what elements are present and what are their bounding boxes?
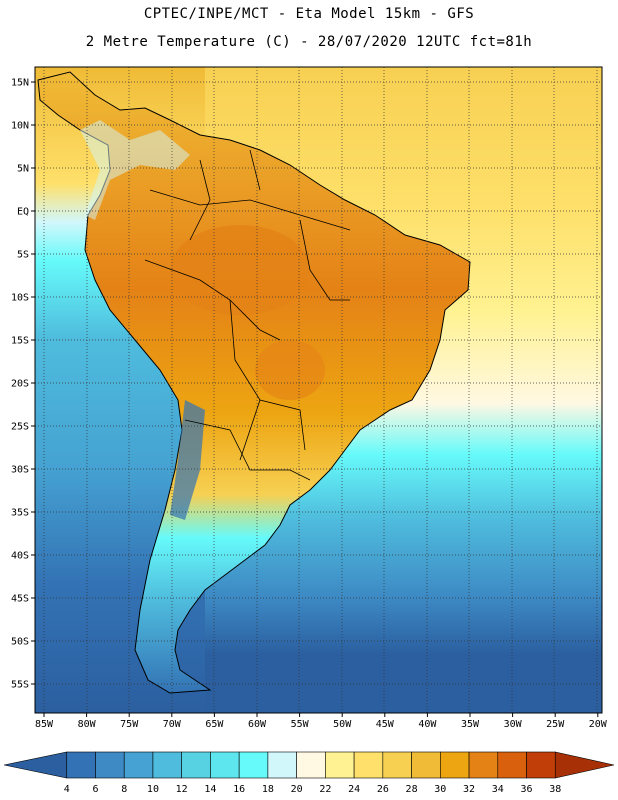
- lat-label: 50S: [11, 637, 29, 648]
- colorbar-swatch: [440, 751, 470, 779]
- lon-label: 65W: [205, 719, 224, 730]
- colorbar-label: 34: [492, 784, 504, 795]
- lon-label: 70W: [163, 719, 182, 730]
- lat-label: 40S: [11, 551, 29, 562]
- colorbar-swatch: [497, 751, 527, 779]
- lat-label: 35S: [11, 508, 29, 519]
- colorbar-swatch: [267, 751, 297, 779]
- colorbar-swatch: [325, 751, 355, 779]
- lat-label: 20S: [11, 379, 29, 390]
- colorbar-swatch: [296, 751, 326, 779]
- colorbar-label: 38: [549, 784, 561, 795]
- colorbar-label: 28: [406, 784, 418, 795]
- lat-label: 55S: [11, 680, 29, 691]
- map-title-line-1: CPTEC/INPE/MCT - Eta Model 15km - GFS: [143, 6, 475, 22]
- colorbar-label: 22: [319, 784, 331, 795]
- colorbar-swatch: [526, 751, 556, 779]
- lon-label: 20W: [589, 719, 608, 730]
- lat-label: 10N: [11, 121, 29, 132]
- map-frame: [34, 66, 603, 714]
- lon-label: 80W: [78, 719, 97, 730]
- colorbar-label: 10: [147, 784, 159, 795]
- colorbar-swatch: [238, 751, 269, 779]
- colorbar-label: 20: [291, 784, 303, 795]
- lat-label: 15N: [11, 78, 29, 89]
- lat-label: 5N: [17, 164, 29, 175]
- colorbar-swatch: [210, 751, 240, 779]
- lon-label: 75W: [120, 719, 139, 730]
- colorbar-swatch: [95, 751, 125, 779]
- colorbar-swatch: [382, 751, 412, 779]
- andes-cool-south: [170, 400, 205, 520]
- lat-label: 5S: [17, 250, 29, 261]
- colorbar-label: 24: [348, 784, 360, 795]
- lon-label: 50W: [333, 719, 352, 730]
- colorbar-swatch: [66, 751, 96, 779]
- colorbar-label: 6: [92, 784, 98, 795]
- colorbar-label: 36: [521, 784, 533, 795]
- lon-label: 45W: [376, 719, 395, 730]
- lat-label: 25S: [11, 422, 29, 433]
- amazon-warm-core: [170, 225, 310, 315]
- map-title-line-2: 2 Metre Temperature (C) - 28/07/2020 12U…: [85, 34, 533, 50]
- colorbar-label: 12: [176, 784, 188, 795]
- colorbar-swatch: [353, 751, 384, 779]
- lat-label: 45S: [11, 594, 29, 605]
- latitude-axis: 15N 10N 5N EQ 5S 10S 15S 20S 25S 30S 35S 40S 45S 50S 5…: [11, 78, 35, 691]
- lat-label: EQ: [17, 207, 29, 218]
- lat-label: 10S: [11, 293, 29, 304]
- lon-label: 55W: [291, 719, 310, 730]
- colorbar-swatch: [181, 751, 211, 779]
- lat-label: 15S: [11, 336, 29, 347]
- colorbar-label: 26: [377, 784, 389, 795]
- lon-label: 25W: [546, 719, 565, 730]
- colorbar-label: 8: [121, 784, 127, 795]
- map-field: [35, 67, 602, 713]
- colorbar-label: 18: [262, 784, 274, 795]
- lon-label: 40W: [418, 719, 437, 730]
- colorbar-swatch: [468, 751, 499, 779]
- andes-cool-north: [80, 120, 190, 220]
- central-warm-core: [255, 340, 325, 400]
- lon-label: 60W: [248, 719, 267, 730]
- colorbar-label: 32: [463, 784, 475, 795]
- colorbar-label: 4: [64, 784, 70, 795]
- colorbar-swatch: [123, 751, 154, 779]
- longitude-axis: 85W 80W 75W 70W 65W 60W 55W 50W 45W 40W 35W 30W 25W 2…: [35, 713, 608, 730]
- colorbar-label: 30: [434, 784, 446, 795]
- lon-label: 85W: [35, 719, 54, 730]
- lon-label: 35W: [461, 719, 480, 730]
- country-borders: [144, 149, 351, 481]
- south-america-land: [37, 71, 471, 694]
- colorbar-swatch: [411, 751, 441, 779]
- colorbar-swatch: [152, 751, 182, 779]
- colorbar-label: 14: [204, 784, 216, 795]
- colorbar-arrow-high: [554, 751, 615, 779]
- colorbar-arrow-low: [3, 751, 68, 779]
- colorbar: 4 6 8 10 12 14 16 18 20 22 24 26 28 30 32 34 36 38: [3, 751, 615, 795]
- colorbar-label: 16: [233, 784, 245, 795]
- lon-label: 30W: [504, 719, 523, 730]
- lat-label: 30S: [11, 465, 29, 476]
